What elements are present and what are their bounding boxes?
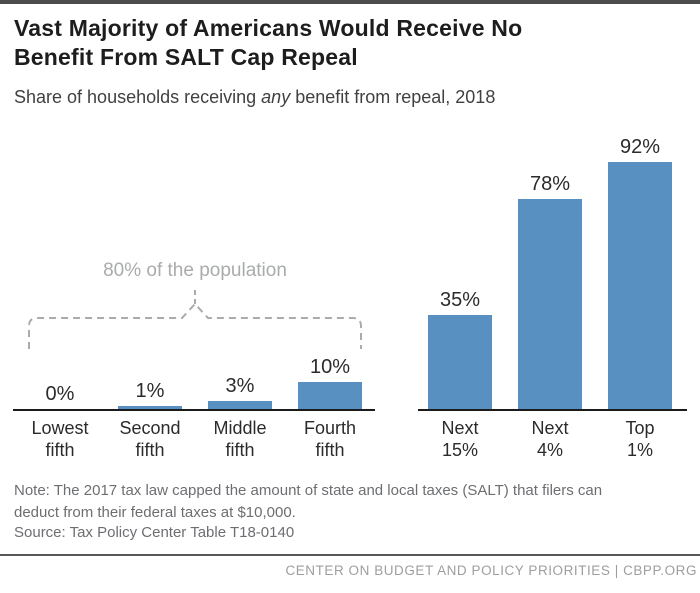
- bar-top-1%: [608, 162, 672, 409]
- bar-value-label: 1%: [135, 380, 165, 402]
- source-text: Source: Tax Policy Center Table T18-0140: [14, 524, 295, 541]
- axis-category-label: Fourth fifth: [303, 418, 357, 460]
- axis-category-label: Lowest fifth: [31, 418, 89, 460]
- axis-category-label: Next 15%: [441, 418, 479, 460]
- bar-second-fifth: [118, 406, 182, 409]
- x-axis-right-segment: [418, 409, 687, 411]
- footer-credit: CENTER ON BUDGET AND POLICY PRIORITIES |…: [285, 563, 697, 578]
- bar-value-label: 92%: [619, 136, 661, 158]
- subtitle-italic-word: any: [261, 87, 291, 107]
- axis-category-label: Middle fifth: [213, 418, 267, 460]
- top-accent-bar: [0, 0, 700, 4]
- axis-category-label: Next 4%: [531, 418, 569, 460]
- bar-value-label: 10%: [309, 356, 351, 378]
- dashed-bracket: [28, 290, 362, 349]
- bar-value-label: 78%: [529, 173, 571, 195]
- title-line-1: Vast Majority of Americans Would Receive…: [14, 15, 523, 41]
- title-line-2: Benefit From SALT Cap Repeal: [14, 44, 358, 70]
- population-annotation: 80% of the population: [103, 260, 287, 281]
- footer-divider: [0, 554, 700, 556]
- subtitle-suffix: benefit from repeal, 2018: [290, 87, 496, 107]
- bar-value-label: 35%: [439, 289, 481, 311]
- bar-next-15%: [428, 315, 492, 409]
- bar-middle-fifth: [208, 401, 272, 409]
- axis-category-label: Top 1%: [625, 418, 655, 460]
- bar-next-4%: [518, 199, 582, 409]
- bar-fourth-fifth: [298, 382, 362, 409]
- chart-subtitle: Share of households receiving any benefi…: [14, 86, 495, 108]
- x-axis-left-segment: [13, 409, 375, 411]
- note-text: Note: The 2017 tax law capped the amount…: [14, 482, 603, 521]
- bar-value-label: 3%: [225, 375, 255, 397]
- page-title: Vast Majority of Americans Would Receive…: [14, 14, 522, 72]
- axis-category-label: Second fifth: [119, 418, 181, 460]
- subtitle-prefix: Share of households receiving: [14, 87, 262, 107]
- bar-value-label: 0%: [45, 383, 75, 405]
